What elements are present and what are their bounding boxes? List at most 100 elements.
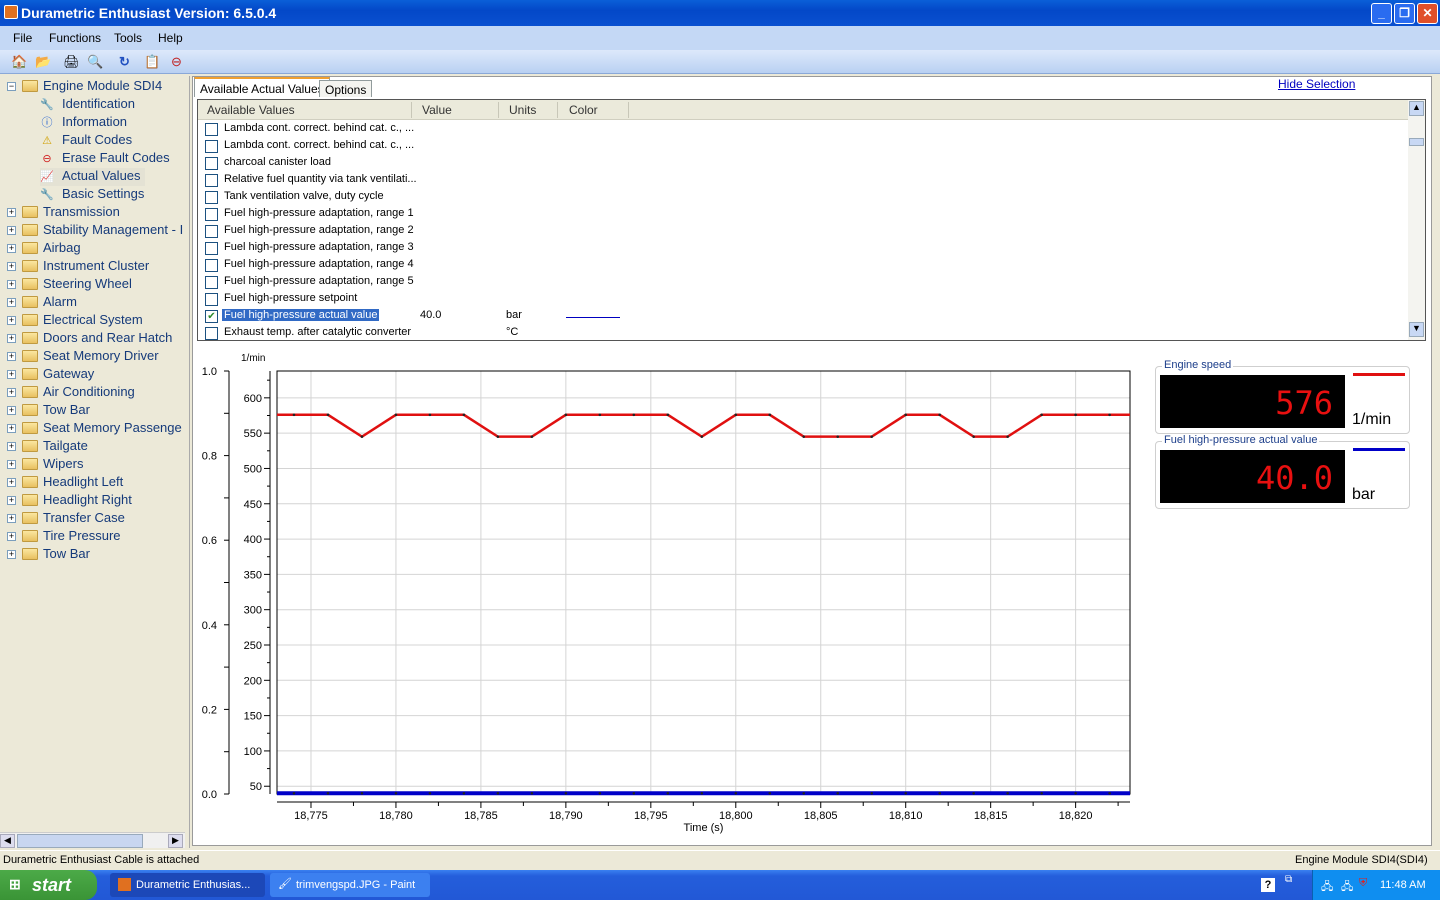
network-disconnected-icon[interactable]: 🖧 [1341, 881, 1354, 893]
list-item[interactable]: ✔ Fuel high-pressure actual value 40.0 bar [204, 308, 824, 325]
tree-node-label: Transfer Case [43, 510, 125, 525]
tree-node-label: Alarm [43, 294, 77, 309]
list-item[interactable]: Fuel high-pressure adaptation, range 3 [204, 240, 824, 257]
scroll-thumb[interactable] [1409, 138, 1424, 146]
header-value[interactable]: Value [422, 103, 452, 117]
expand-icon[interactable]: + [7, 405, 16, 415]
expand-icon[interactable]: + [7, 297, 16, 307]
taskbar-item-durametric[interactable]: Durametric Enthusias... [110, 873, 265, 897]
list-item[interactable]: Lambda cont. correct. behind cat. c., ..… [204, 121, 824, 138]
refresh-icon[interactable]: ↻ [119, 54, 130, 69]
print-preview-icon[interactable]: 🔍 [87, 54, 104, 69]
scroll-thumb[interactable] [17, 834, 143, 848]
expand-icon[interactable]: + [7, 351, 16, 361]
warning-icon: ⚠ [42, 135, 52, 147]
list-item[interactable]: Fuel high-pressure adaptation, range 4 [204, 257, 824, 274]
clipboard-check-icon[interactable]: 📋 [144, 54, 161, 69]
start-button[interactable]: ⊞ start [0, 870, 97, 900]
expand-icon[interactable]: + [7, 495, 16, 505]
data-point [1074, 413, 1077, 417]
list-item[interactable]: Fuel high-pressure setpoint [204, 291, 824, 308]
checkbox[interactable] [205, 242, 218, 255]
expand-icon[interactable]: + [7, 243, 16, 253]
expand-icon[interactable]: + [7, 279, 16, 289]
menu-help[interactable]: Help [158, 31, 183, 45]
header-available-values[interactable]: Available Values [207, 103, 295, 117]
right-axis-tick-label: 600 [244, 393, 262, 405]
expand-icon[interactable]: + [7, 261, 16, 271]
delete-document-icon[interactable]: ⊖ [171, 54, 182, 69]
header-units[interactable]: Units [509, 103, 537, 117]
menu-functions[interactable]: Functions [49, 31, 102, 45]
checkbox[interactable]: ✔ [205, 310, 218, 323]
print-icon[interactable]: 🖨 [63, 54, 80, 69]
tab-options[interactable]: Options [319, 80, 373, 97]
header-color[interactable]: Color [569, 103, 598, 117]
expand-icon[interactable]: + [7, 477, 16, 487]
scroll-down-arrow-icon[interactable]: ▼ [1409, 322, 1424, 337]
menu-tools[interactable]: Tools [114, 31, 143, 45]
list-item[interactable]: Tank ventilation valve, duty cycle [204, 189, 824, 206]
expand-icon[interactable]: + [7, 531, 16, 541]
checkbox[interactable] [205, 327, 218, 340]
right-axis-tick-label: 550 [244, 428, 262, 440]
scroll-left-arrow-icon[interactable]: ◀ [0, 834, 15, 848]
tree-horizontal-scrollbar[interactable]: ◀ ▶ [0, 832, 185, 848]
expand-icon[interactable]: + [7, 549, 16, 559]
tree-node-label: Tire Pressure [43, 528, 121, 543]
menu-file[interactable]: File [13, 31, 33, 45]
help-icon[interactable]: ? [1261, 878, 1275, 892]
x-axis-tick-label: 18,810 [889, 810, 923, 822]
home-icon[interactable]: 🏠 [11, 54, 28, 69]
expand-icon[interactable]: + [7, 225, 16, 235]
taskbar-item-paint[interactable]: 🖌 trimvengspd.JPG - Paint [270, 873, 430, 897]
list-item[interactable]: charcoal canister load [204, 155, 824, 172]
checkbox[interactable] [205, 174, 218, 187]
list-item[interactable]: Relative fuel quantity via tank ventilat… [204, 172, 824, 189]
scroll-right-arrow-icon[interactable]: ▶ [168, 834, 183, 848]
data-point [462, 413, 466, 417]
scroll-up-arrow-icon[interactable]: ▲ [1409, 101, 1424, 116]
list-vertical-scrollbar[interactable]: ▲ ▼ [1408, 100, 1425, 340]
expand-icon[interactable]: + [7, 369, 16, 379]
desktop-icon[interactable]: ⧉ [1285, 874, 1293, 885]
tree-node-actual-values[interactable]: 📈 Actual Values [40, 168, 145, 186]
expand-icon[interactable]: + [7, 333, 16, 343]
list-item[interactable]: Lambda cont. correct. behind cat. c., ..… [204, 138, 824, 155]
status-bar: Durametric Enthusiast Cable is attached … [0, 850, 1440, 869]
checkbox[interactable] [205, 225, 218, 238]
checkbox[interactable] [205, 259, 218, 272]
checkbox[interactable] [205, 140, 218, 153]
checkbox[interactable] [205, 123, 218, 136]
security-shield-icon[interactable]: ⛨ [1359, 877, 1368, 889]
list-item[interactable]: Exhaust temp. after catalytic converter °… [204, 325, 824, 342]
expand-icon[interactable]: + [7, 441, 16, 451]
list-item[interactable]: Fuel high-pressure adaptation, range 2 [204, 223, 824, 240]
minimize-button[interactable]: _ [1371, 3, 1392, 24]
data-point [734, 413, 738, 417]
list-item[interactable]: Fuel high-pressure adaptation, range 5 [204, 274, 824, 291]
tab-available-actual-values[interactable]: Available Actual Values [194, 77, 330, 97]
checkbox[interactable] [205, 208, 218, 221]
restore-button[interactable]: ❐ [1394, 3, 1415, 24]
checkbox[interactable] [205, 276, 218, 289]
expand-icon[interactable]: + [7, 207, 16, 217]
expand-icon[interactable]: + [7, 315, 16, 325]
collapse-icon[interactable]: − [7, 81, 16, 91]
value-name: Tank ventilation valve, duty cycle [224, 190, 384, 202]
expand-icon[interactable]: + [7, 423, 16, 433]
expand-icon[interactable]: + [7, 459, 16, 469]
folder-icon [22, 530, 38, 542]
list-item[interactable]: Fuel high-pressure adaptation, range 1 [204, 206, 824, 223]
data-point [802, 791, 806, 795]
hide-selection-link[interactable]: Hide Selection [1278, 77, 1356, 91]
expand-icon[interactable]: + [7, 387, 16, 397]
expand-icon[interactable]: + [7, 513, 16, 523]
network-disconnected-icon[interactable]: 🖧 [1321, 881, 1334, 893]
data-point [938, 791, 941, 795]
checkbox[interactable] [205, 191, 218, 204]
checkbox[interactable] [205, 157, 218, 170]
open-icon[interactable]: 📂 [35, 54, 52, 69]
close-button[interactable]: ✕ [1417, 3, 1438, 24]
checkbox[interactable] [205, 293, 218, 306]
